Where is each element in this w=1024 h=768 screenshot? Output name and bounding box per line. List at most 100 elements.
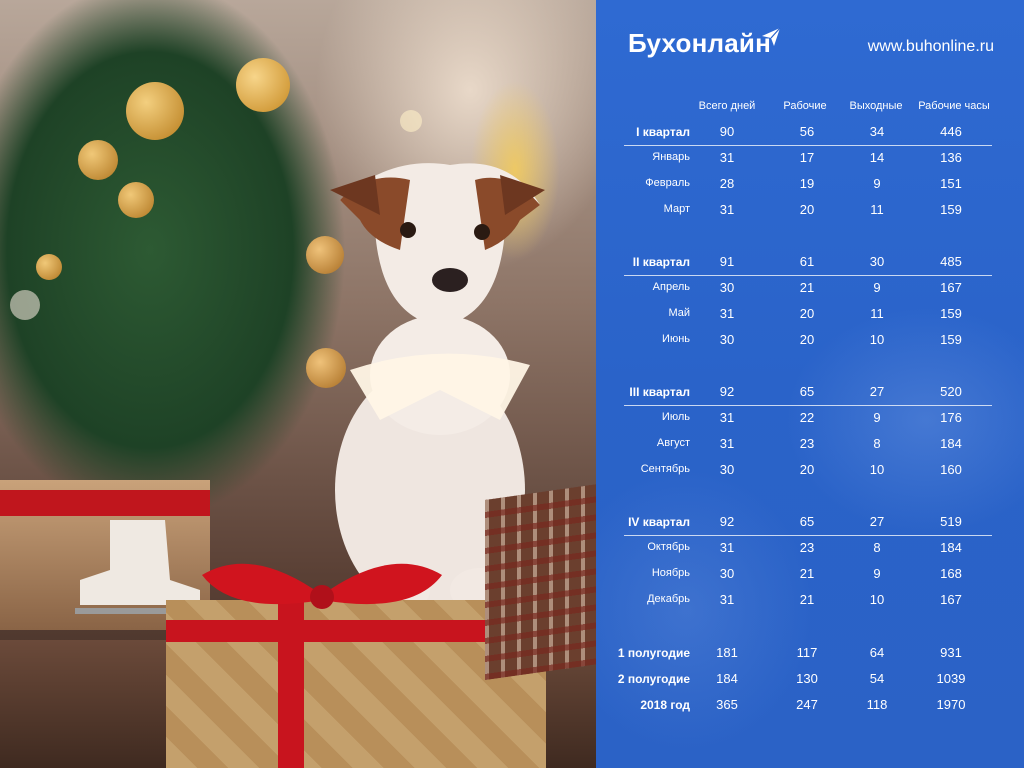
month-label: Ноябрь <box>651 567 690 579</box>
table-cell: 176 <box>940 410 962 425</box>
table-cell: 8 <box>873 436 881 451</box>
column-header: Всего дней <box>698 100 756 112</box>
table-cell: 168 <box>940 566 962 581</box>
ornament <box>306 236 344 274</box>
quarter-label: IV квартал <box>628 515 690 529</box>
quarter-divider <box>624 405 992 406</box>
table-cell: 11 <box>870 202 884 217</box>
table-cell: 27 <box>869 384 885 399</box>
quarter-divider <box>624 535 992 536</box>
table-cell: 931 <box>940 645 962 660</box>
table-cell: 159 <box>940 306 962 321</box>
ornament <box>36 254 62 280</box>
summary-label: 2018 год <box>640 698 690 712</box>
ornament <box>236 58 290 112</box>
table-cell: 184 <box>716 671 738 686</box>
table-cell: 31 <box>719 592 735 607</box>
table-cell: 30 <box>719 566 735 581</box>
table-cell: 1970 <box>936 697 966 712</box>
month-label: Март <box>663 203 690 215</box>
column-header: Рабочие часы <box>918 100 990 112</box>
site-url: www.buhonline.ru <box>867 38 994 55</box>
month-label: Июнь <box>662 333 690 345</box>
table-cell: 64 <box>869 645 885 660</box>
table-cell: 10 <box>869 332 885 347</box>
table-cell: 61 <box>799 254 815 269</box>
table-cell: 519 <box>940 514 962 529</box>
table-cell: 20 <box>799 202 815 217</box>
table-cell: 23 <box>799 436 815 451</box>
ornament <box>78 140 118 180</box>
month-label: Январь <box>652 151 690 163</box>
quarter-label: I квартал <box>636 125 690 139</box>
table-cell: 65 <box>799 514 815 529</box>
table-cell: 520 <box>940 384 962 399</box>
brand-logo: Бухонлайн <box>628 28 771 58</box>
table-cell: 92 <box>719 514 735 529</box>
table-cell: 21 <box>799 566 815 581</box>
table-cell: 11 <box>870 306 884 321</box>
table-cell: 19 <box>799 176 815 191</box>
table-cell: 181 <box>716 645 738 660</box>
quarter-label: II квартал <box>632 255 690 269</box>
table-cell: 23 <box>799 540 815 555</box>
table-cell: 30 <box>719 462 735 477</box>
table-cell: 34 <box>869 124 885 139</box>
table-cell: 31 <box>719 436 735 451</box>
table-cell: 30 <box>719 280 735 295</box>
quarter-divider <box>624 145 992 146</box>
table-cell: 27 <box>869 514 885 529</box>
table-cell: 167 <box>940 280 962 295</box>
table-cell: 31 <box>719 306 735 321</box>
ribbon-bow-icon <box>202 563 442 609</box>
table-cell: 167 <box>940 592 962 607</box>
month-label: Февраль <box>645 177 690 189</box>
table-cell: 20 <box>799 462 815 477</box>
table-cell: 130 <box>796 671 818 686</box>
table-cell: 91 <box>719 254 735 269</box>
table-cell: 22 <box>799 410 815 425</box>
paper-plane-icon <box>762 27 781 46</box>
table-cell: 10 <box>869 462 885 477</box>
month-label: Май <box>668 307 690 319</box>
table-cell: 31 <box>719 202 735 217</box>
calendar-panel: Бухонлайн www.buhonline.ru Всего дней Раб… <box>596 0 1024 768</box>
table-cell: 21 <box>799 592 815 607</box>
table-cell: 151 <box>940 176 962 191</box>
month-label: Июль <box>661 411 690 423</box>
table-cell: 9 <box>873 410 881 425</box>
table-cell: 17 <box>799 150 815 165</box>
table-cell: 118 <box>866 697 888 712</box>
table-cell: 21 <box>799 280 815 295</box>
table-cell: 92 <box>719 384 735 399</box>
table-cell: 31 <box>719 540 735 555</box>
table-cell: 365 <box>716 697 738 712</box>
table-cell: 160 <box>940 462 962 477</box>
table-cell: 20 <box>799 332 815 347</box>
ornament <box>306 348 346 388</box>
month-label: Апрель <box>652 281 690 293</box>
table-cell: 30 <box>869 254 885 269</box>
table-cell: 14 <box>869 150 885 165</box>
table-cell: 136 <box>940 150 962 165</box>
holiday-photo <box>0 0 596 768</box>
summary-label: 2 полугодие <box>617 672 690 686</box>
table-cell: 184 <box>940 540 962 555</box>
table-cell: 30 <box>719 332 735 347</box>
month-label: Август <box>656 437 690 449</box>
quarter-divider <box>624 275 992 276</box>
gift-box-plaid <box>485 484 596 680</box>
bokeh-light <box>400 110 422 132</box>
table-cell: 446 <box>940 124 962 139</box>
table-cell: 20 <box>799 306 815 321</box>
table-cell: 485 <box>940 254 962 269</box>
table-cell: 9 <box>873 176 881 191</box>
ornament <box>126 82 184 140</box>
table-cell: 9 <box>873 280 881 295</box>
table-cell: 31 <box>719 150 735 165</box>
month-label: Октябрь <box>647 541 690 553</box>
table-cell: 117 <box>796 645 818 660</box>
month-label: Сентябрь <box>640 463 690 475</box>
column-header: Выходные <box>849 100 903 112</box>
